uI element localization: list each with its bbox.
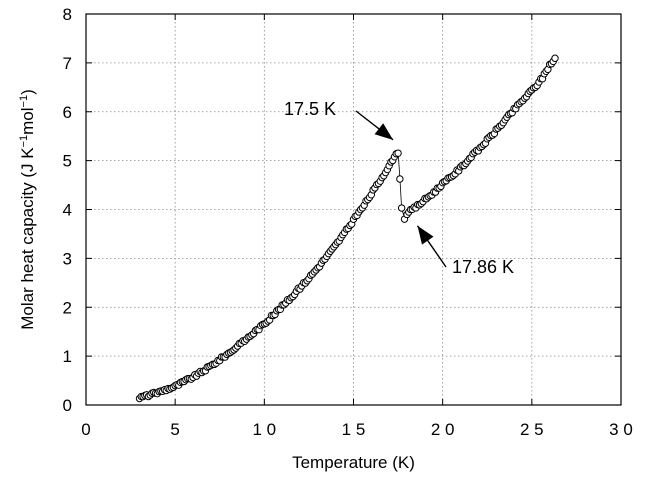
x-tick-label: 0 [81, 420, 90, 439]
y-axis-label-main: Molar heat capacity (J K [18, 147, 37, 330]
annotation-arrow-17-5k-head [374, 123, 394, 140]
y-tick-label: 3 [63, 249, 72, 268]
y-axis-label: Molar heat capacity (J K−1mol−1) [18, 89, 37, 330]
transition-data-point [397, 204, 406, 212]
y-tick-label: 1 [63, 347, 72, 366]
y-tick-label: 6 [63, 103, 72, 122]
y-tick-label: 7 [63, 54, 72, 73]
y-tick-label: 0 [63, 396, 72, 415]
y-tick-label: 2 [63, 298, 72, 317]
x-tick-label: 5 [170, 420, 179, 439]
y-axis-label-end: ) [18, 89, 37, 95]
x-tick-label: 2 5 [520, 420, 544, 439]
x-tick-label: 1 5 [342, 420, 366, 439]
annotation-label-17-86k: 17.86 K [452, 257, 514, 277]
annotation-label-17-5k: 17.5 K [284, 99, 336, 119]
data-layer [135, 54, 559, 403]
y-axis-label-superscript-1: −1 [18, 135, 30, 148]
y-axis-label-mol: mol [18, 107, 37, 134]
data-point [394, 149, 402, 157]
y-tick-label: 5 [63, 152, 72, 171]
annotation-arrow-17-86k-head [417, 225, 434, 245]
y-tick-label: 4 [63, 201, 72, 220]
data-point [551, 54, 559, 62]
x-tick-label: 1 0 [253, 420, 277, 439]
y-tick-label: 8 [63, 5, 72, 24]
transition-data-point [396, 175, 404, 183]
tick-layer: 0 5 1 0 1 5 2 0 2 5 3 0 0 1 2 3 4 5 6 7 8 [63, 5, 633, 439]
grid-layer [86, 14, 621, 405]
x-tick-label: 3 0 [609, 420, 633, 439]
x-axis-label: Temperature (K) [292, 453, 415, 472]
annotation-layer [355, 110, 447, 268]
y-axis-label-superscript-2: −1 [18, 95, 30, 108]
x-tick-label: 2 0 [431, 420, 455, 439]
